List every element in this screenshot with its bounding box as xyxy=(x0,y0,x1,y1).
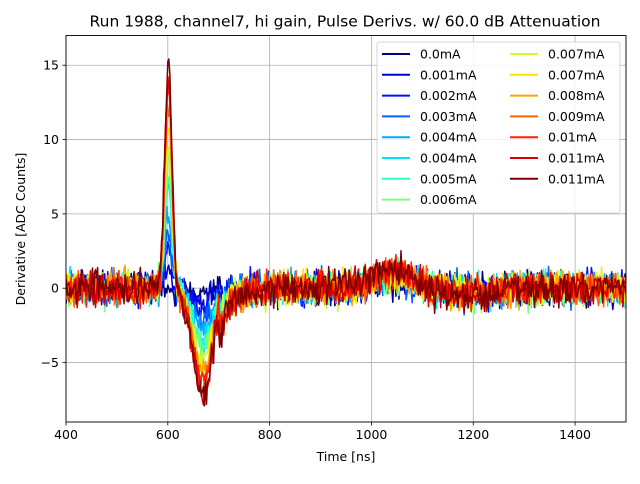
x-tick-label: 600 xyxy=(156,427,180,442)
legend-label: 0.0mA xyxy=(420,47,461,62)
legend-label: 0.009mA xyxy=(548,109,605,124)
legend-label: 0.01mA xyxy=(548,130,597,145)
legend-label: 0.011mA xyxy=(548,171,605,186)
legend-label: 0.005mA xyxy=(420,171,477,186)
series-line xyxy=(66,58,626,407)
x-tick-label: 800 xyxy=(258,427,282,442)
y-tick-label: −5 xyxy=(41,355,59,370)
y-tick-label: 10 xyxy=(43,132,59,147)
x-axis-label: Time [ns] xyxy=(316,449,376,464)
legend-label: 0.004mA xyxy=(420,151,477,166)
legend-box xyxy=(376,41,621,214)
legend: 0.0mA 0.001mA 0.002mA 0.003mA 0.004mA 0.004mA… xyxy=(376,41,621,214)
legend-label: 0.007mA xyxy=(548,47,605,62)
x-tick-label: 400 xyxy=(54,427,78,442)
legend-label: 0.011mA xyxy=(548,151,605,166)
x-tick-label: 1400 xyxy=(559,427,591,442)
legend-label: 0.002mA xyxy=(420,88,477,103)
x-tick-label: 1200 xyxy=(457,427,489,442)
y-axis-label: Derivative [ADC Counts] xyxy=(13,153,28,306)
plot-area xyxy=(66,58,626,407)
y-tick-label: 0 xyxy=(51,281,59,296)
legend-label: 0.006mA xyxy=(420,192,477,207)
legend-label: 0.003mA xyxy=(420,109,477,124)
plot-frame xyxy=(65,35,627,423)
chart-title: Run 1988, channel7, hi gain, Pulse Deriv… xyxy=(90,13,601,31)
legend-label: 0.007mA xyxy=(548,67,605,82)
y-tick-label: 5 xyxy=(51,206,59,221)
y-tick-label: 15 xyxy=(43,58,59,73)
legend-label: 0.001mA xyxy=(420,67,477,82)
x-tick-label: 1000 xyxy=(356,427,388,442)
legend-label: 0.004mA xyxy=(420,130,477,145)
y-axis: −5 0 5 10 15 xyxy=(41,58,66,370)
legend-label: 0.008mA xyxy=(548,88,605,103)
x-axis: 400 600 800 1000 1200 1400 xyxy=(54,422,591,442)
